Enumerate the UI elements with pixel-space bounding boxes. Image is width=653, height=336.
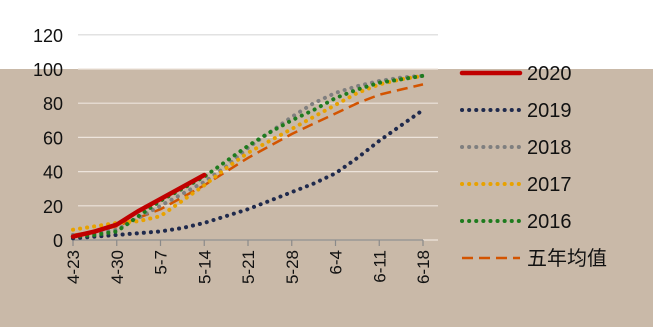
x-tick-label: 6-11 (370, 250, 389, 283)
y-tick-label: 120 (33, 26, 63, 46)
y-axis-ticks: 0 20 40 60 80 100 120 (33, 26, 63, 251)
legend-label: 2018 (527, 137, 572, 159)
series-line-1 (71, 108, 425, 241)
x-tick-label: 6-4 (327, 250, 346, 275)
legend-label: 2016 (527, 211, 572, 233)
y-tick-label: 100 (33, 60, 63, 80)
x-tick-label: 6-18 (414, 250, 433, 284)
legend: 2020 2019 2018 2017 2016 五年均值 (459, 63, 607, 270)
y-tick-label: 60 (43, 128, 63, 148)
legend-label: 2020 (527, 63, 572, 85)
y-tick-label: 40 (43, 163, 63, 183)
x-tick-label: 5-28 (283, 250, 302, 284)
x-tick-label: 5-14 (195, 250, 214, 284)
x-axis-ticks: 4-23 4-30 5-7 5-14 5-21 5-28 6-4 6-11 6-18 (64, 240, 433, 284)
y-tick-label: 20 (43, 197, 63, 217)
legend-label: 2017 (527, 174, 572, 196)
series-line-0 (70, 172, 207, 239)
legend-label: 2019 (527, 100, 572, 122)
series-line-4 (71, 73, 425, 239)
x-tick-label: 5-7 (152, 250, 171, 275)
legend-label: 五年均值 (527, 247, 607, 270)
y-tick-label: 0 (53, 231, 63, 251)
x-tick-label: 4-23 (64, 250, 83, 284)
y-tick-label: 80 (43, 94, 63, 114)
x-tick-label: 5-21 (239, 250, 258, 284)
x-tick-label: 4-30 (108, 250, 127, 284)
series-lines (70, 73, 425, 241)
plot-background (0, 69, 653, 327)
